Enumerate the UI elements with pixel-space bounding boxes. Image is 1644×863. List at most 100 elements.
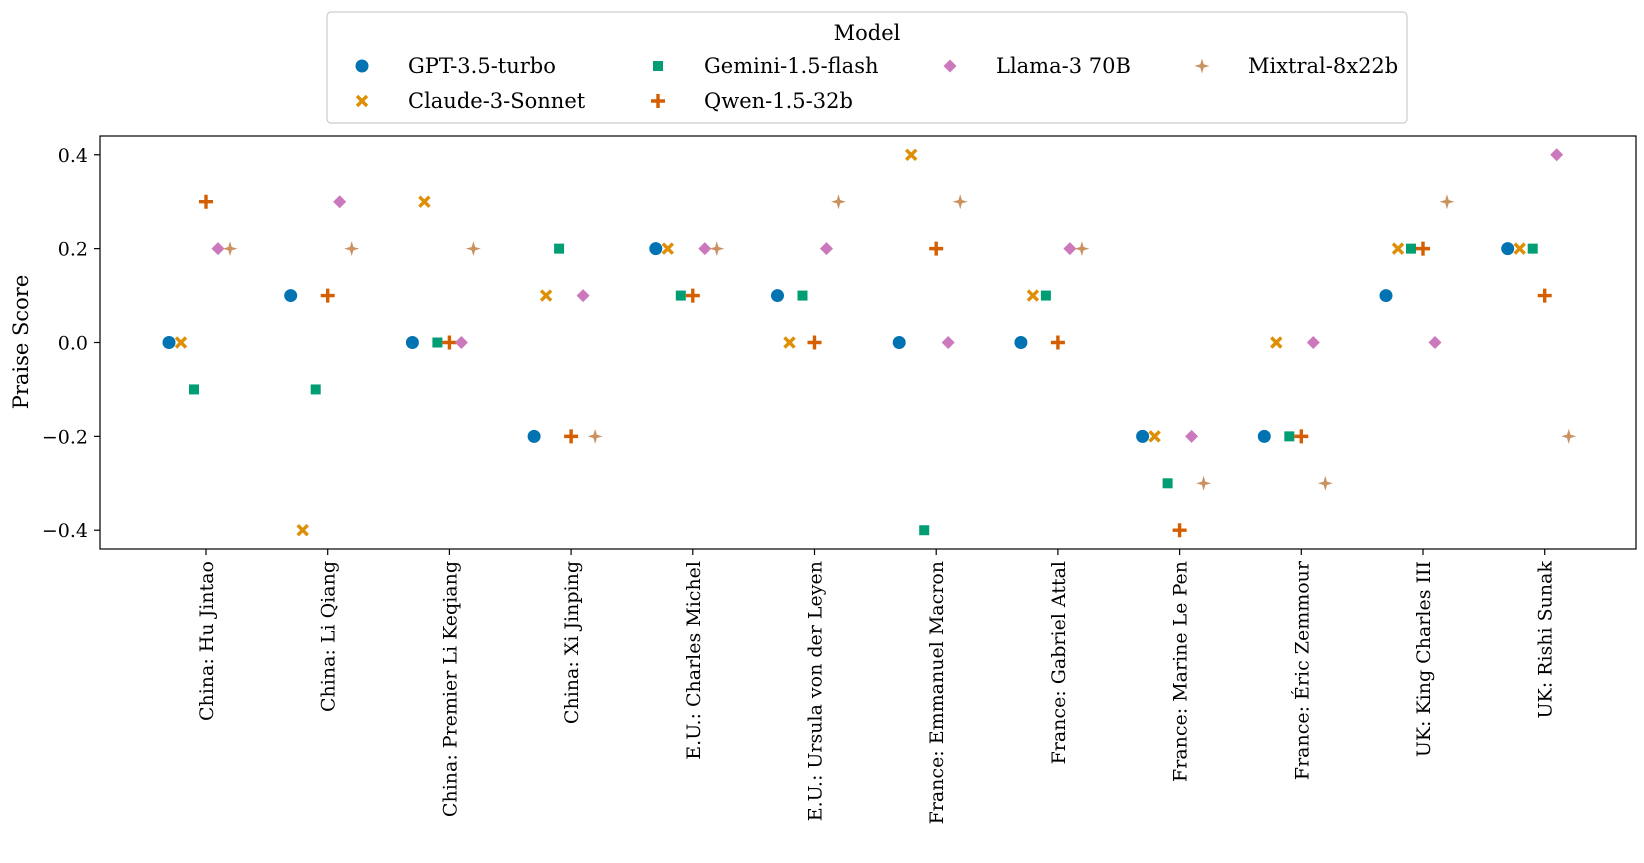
data-point: [1537, 288, 1552, 303]
data-point: [199, 194, 213, 209]
data-point: [1513, 242, 1526, 255]
data-point: [1014, 336, 1028, 349]
legend-label: Qwen-1.5-32b: [704, 89, 853, 113]
data-point: [1257, 429, 1271, 443]
data-point: [831, 194, 846, 210]
x-tick-label: UK: Rishi Sunak: [1535, 561, 1557, 719]
legend-label: GPT-3.5-turbo: [408, 54, 556, 78]
y-tick-label: 0.0: [58, 333, 88, 355]
data-point: [1284, 431, 1295, 442]
data-point: [892, 336, 906, 349]
data-point: [771, 289, 784, 303]
series-3: [189, 243, 1538, 536]
data-point: [564, 429, 579, 444]
data-point: [442, 335, 457, 350]
data-point: [929, 241, 944, 256]
legend-label: Llama-3 70B: [996, 54, 1131, 78]
data-point: [685, 288, 700, 303]
data-point: [1317, 475, 1333, 491]
legend: Model GPT-3.5-turbo Claude-3-Sonnet Gemini…: [326, 11, 1408, 124]
data-point: [783, 336, 796, 349]
x-tick-label: China: Li Qiang: [318, 561, 340, 712]
data-point: [1172, 523, 1187, 538]
legend-marker: [355, 94, 369, 108]
data-point: [709, 241, 725, 257]
data-point: [941, 336, 955, 349]
data-point: [1162, 478, 1173, 489]
data-point: [661, 242, 675, 255]
data-point: [1501, 242, 1515, 256]
legend-marker: [651, 94, 665, 108]
data-point: [539, 289, 553, 302]
legend-marker: [653, 61, 663, 71]
series-2: [174, 148, 1526, 537]
x-tick-label: UK: King Charles III: [1413, 561, 1435, 757]
x-tick-label: China: Hu Jintao: [196, 561, 218, 721]
series-5: [211, 148, 1564, 443]
data-point: [1074, 241, 1090, 257]
data-point: [296, 524, 309, 537]
data-point: [649, 242, 663, 256]
y-tick-label: −0.2: [42, 426, 88, 448]
data-point: [820, 242, 833, 256]
y-tick-label: 0.2: [58, 239, 88, 261]
data-point: [222, 241, 238, 257]
x-tick-label: France: Éric Zemmour: [1290, 560, 1313, 780]
data-point: [698, 242, 712, 256]
data-point: [344, 241, 360, 257]
data-point: [405, 336, 419, 349]
data-point: [952, 194, 968, 210]
data-point: [1185, 429, 1199, 443]
data-point: [1294, 429, 1309, 444]
data-point: [1428, 336, 1442, 349]
data-point: [1196, 475, 1212, 491]
data-point: [587, 428, 603, 444]
data-point: [1416, 241, 1430, 256]
data-point: [189, 384, 199, 395]
data-point: [211, 242, 225, 256]
data-point: [454, 336, 468, 349]
data-point: [284, 289, 298, 303]
data-point: [1550, 148, 1564, 162]
data-point: [1561, 428, 1577, 444]
x-tick-label: France: Emmanuel Macron: [926, 561, 948, 824]
data-point: [1136, 429, 1150, 443]
data-point: [576, 289, 590, 303]
legend-title: Model: [834, 21, 901, 45]
x-tick-label: China: Xi Jinping: [561, 561, 583, 724]
data-point: [527, 429, 541, 443]
x-tick-label: E.U.: Charles Michel: [683, 561, 705, 760]
data-point: [554, 243, 565, 254]
data-point: [310, 384, 321, 395]
series-4: [199, 194, 1552, 538]
data-points: [162, 148, 1577, 538]
series-1: [162, 242, 1515, 443]
data-point: [1379, 289, 1393, 303]
data-point: [333, 195, 347, 209]
data-point: [797, 290, 808, 301]
y-tick-label: −0.4: [42, 520, 88, 542]
data-point: [1148, 430, 1161, 443]
x-tick-label: China: Premier Li Keqiang: [439, 561, 461, 817]
data-point: [418, 195, 431, 208]
plot-frame: [99, 135, 1637, 550]
data-point: [1270, 336, 1283, 349]
legend-label: Gemini-1.5-flash: [704, 54, 879, 78]
y-axis-label: Praise Score: [9, 275, 33, 410]
data-point: [807, 335, 822, 350]
x-tick-label: France: Gabriel Attal: [1048, 561, 1070, 764]
data-point: [1406, 243, 1416, 254]
series-6: [222, 194, 1577, 491]
axes: Praise Score: [9, 135, 1637, 550]
legend-marker: [355, 59, 369, 73]
data-point: [675, 290, 686, 301]
data-point: [320, 288, 335, 303]
x-tick-label: France: Marine Le Pen: [1170, 561, 1192, 782]
data-point: [1040, 290, 1051, 301]
data-point: [1391, 242, 1405, 255]
data-point: [174, 336, 188, 349]
legend-frame: [326, 11, 1408, 124]
x-tick-label: E.U.: Ursula von der Leyen: [805, 561, 827, 821]
